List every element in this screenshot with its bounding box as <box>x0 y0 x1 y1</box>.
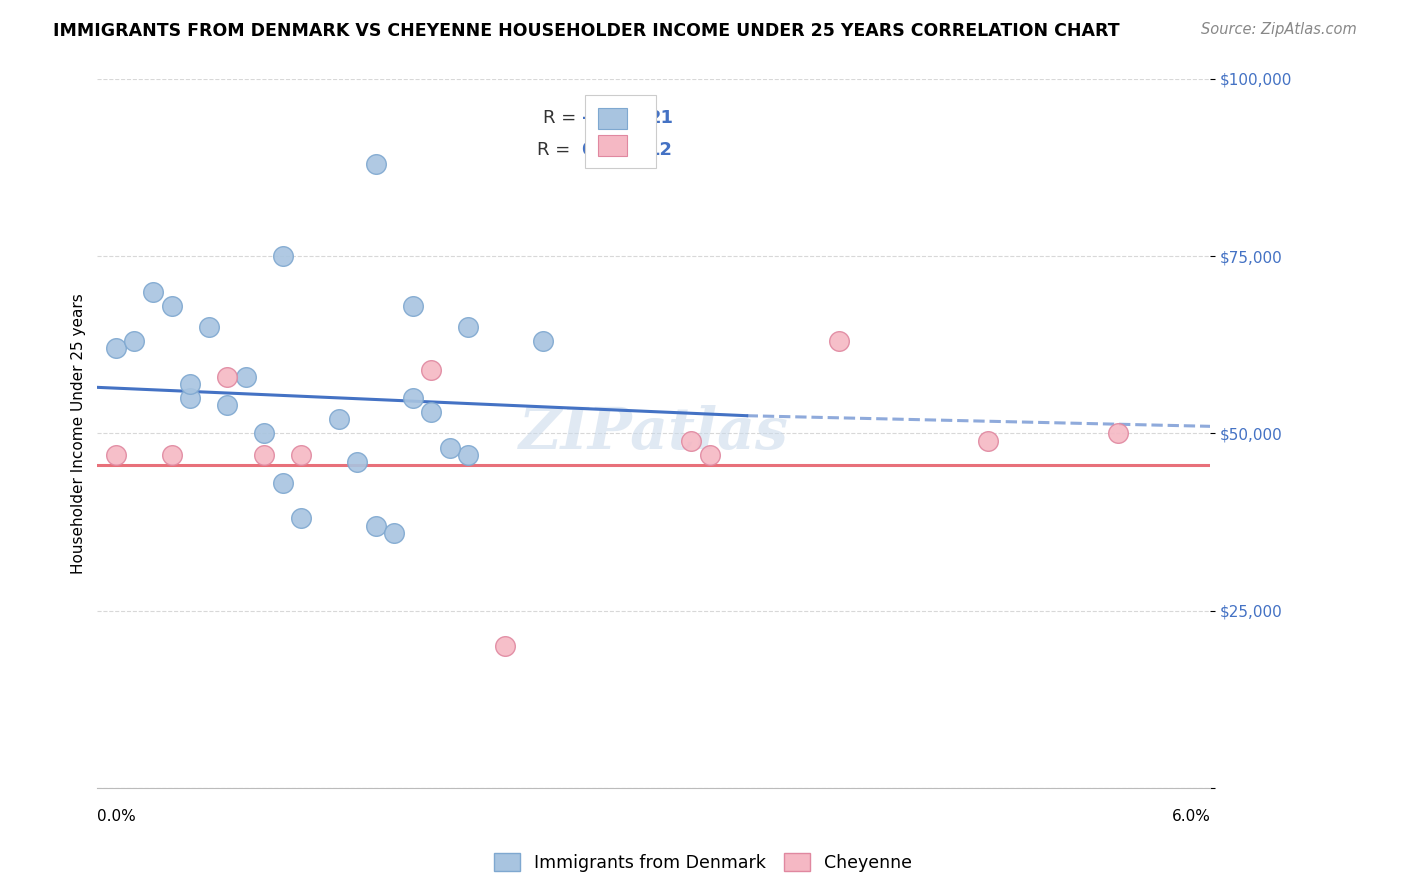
Legend:  ,  : , <box>585 95 655 169</box>
Text: Source: ZipAtlas.com: Source: ZipAtlas.com <box>1201 22 1357 37</box>
Text: 0.0%: 0.0% <box>97 809 136 824</box>
Point <box>217 369 239 384</box>
Text: N =: N = <box>609 141 648 159</box>
Point <box>253 448 276 462</box>
Point <box>531 334 554 349</box>
Point <box>679 434 702 448</box>
Legend: Immigrants from Denmark, Cheyenne: Immigrants from Denmark, Cheyenne <box>488 847 918 879</box>
Text: R =: R = <box>537 141 582 159</box>
Point <box>328 412 350 426</box>
Point <box>439 441 461 455</box>
Point <box>235 369 257 384</box>
Point <box>495 639 517 653</box>
Point <box>271 476 294 491</box>
Text: N =: N = <box>609 109 648 127</box>
Text: ZIPatlas: ZIPatlas <box>519 405 789 462</box>
Point <box>217 398 239 412</box>
Text: 12: 12 <box>648 141 673 159</box>
Point <box>179 376 201 391</box>
Point <box>142 285 165 299</box>
Text: 21: 21 <box>648 109 673 127</box>
Point <box>124 334 146 349</box>
Point <box>197 320 219 334</box>
Point <box>420 362 443 376</box>
Point <box>402 299 425 313</box>
Point <box>977 434 1000 448</box>
Point <box>457 320 479 334</box>
Text: 6.0%: 6.0% <box>1171 809 1211 824</box>
Point <box>104 448 127 462</box>
Point <box>160 299 183 313</box>
Point <box>160 448 183 462</box>
Point <box>420 405 443 419</box>
Point <box>1107 426 1129 441</box>
Point <box>402 391 425 405</box>
Text: 0.001: 0.001 <box>582 141 638 159</box>
Point <box>699 448 721 462</box>
Point <box>828 334 851 349</box>
Text: -0.041: -0.041 <box>582 109 645 127</box>
Point <box>364 518 387 533</box>
Point <box>290 511 312 525</box>
Point <box>457 448 479 462</box>
Point <box>179 391 201 405</box>
Text: IMMIGRANTS FROM DENMARK VS CHEYENNE HOUSEHOLDER INCOME UNDER 25 YEARS CORRELATIO: IMMIGRANTS FROM DENMARK VS CHEYENNE HOUS… <box>53 22 1121 40</box>
Point <box>271 249 294 263</box>
Point <box>382 525 405 540</box>
Point <box>290 448 312 462</box>
Point <box>104 342 127 356</box>
Y-axis label: Householder Income Under 25 years: Householder Income Under 25 years <box>72 293 86 574</box>
Point <box>364 157 387 171</box>
Text: R =: R = <box>543 109 582 127</box>
Point <box>346 455 368 469</box>
Point <box>253 426 276 441</box>
